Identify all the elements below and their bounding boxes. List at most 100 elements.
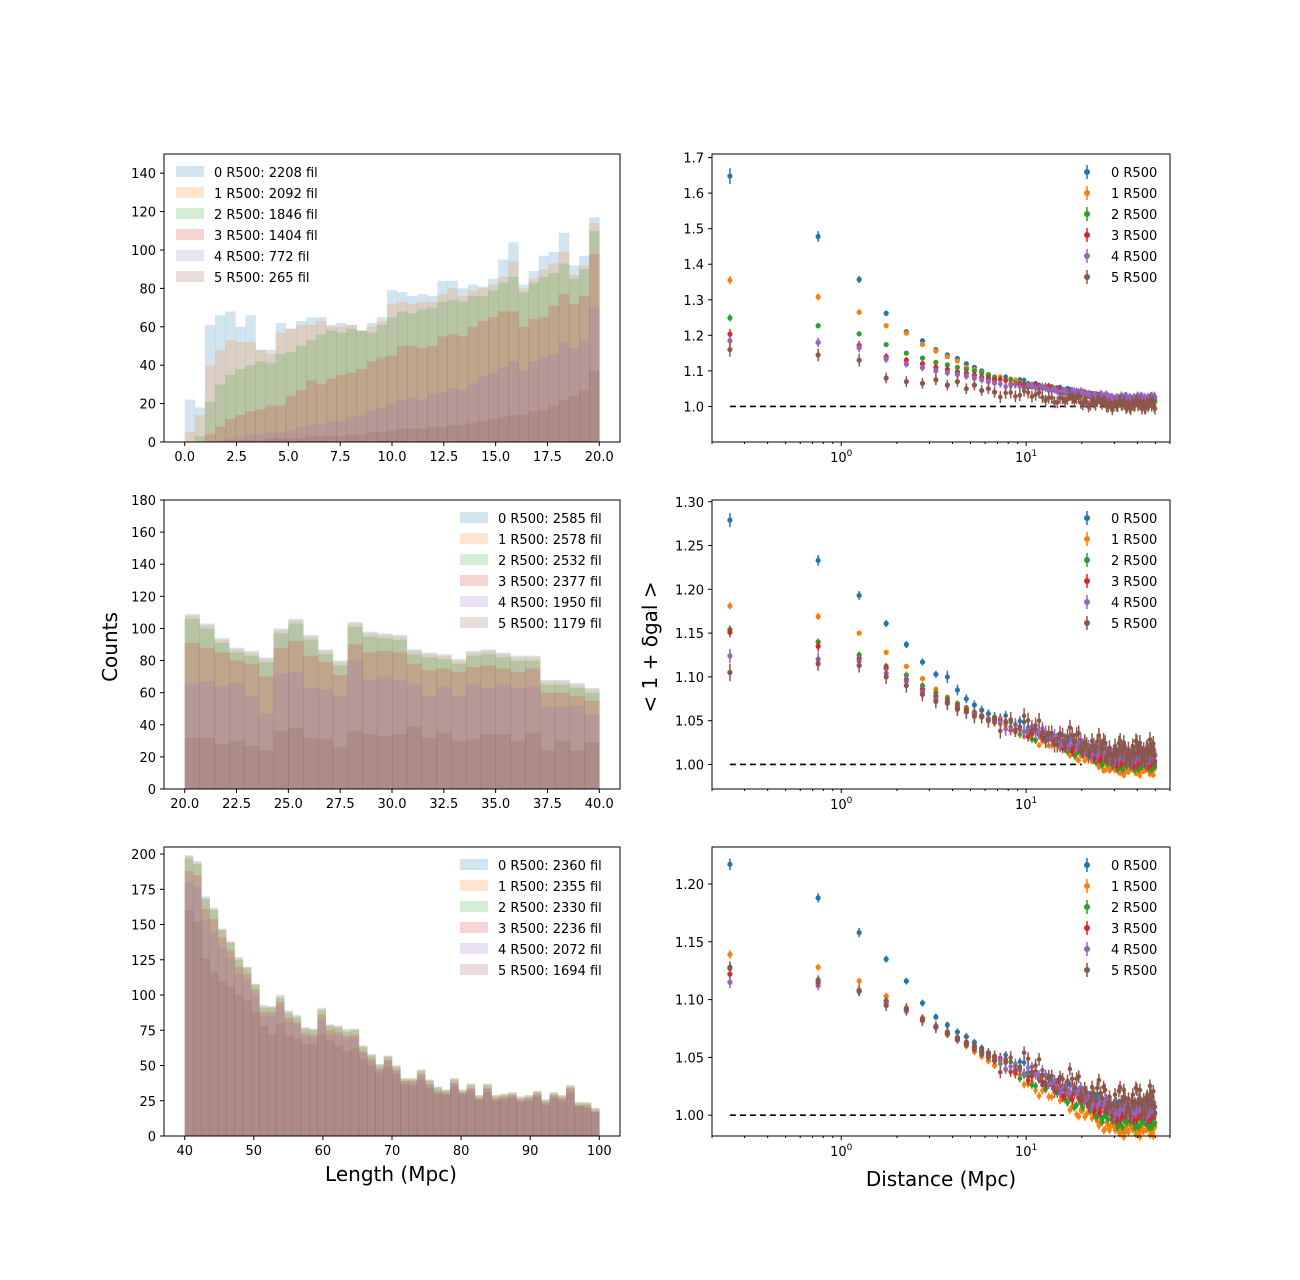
legend-label: 4 R500 <box>1111 596 1157 611</box>
hist-bar <box>366 411 378 442</box>
hist-bar <box>234 956 244 1136</box>
legend-label: 4 R500 <box>1111 250 1157 265</box>
hist-bar <box>184 684 200 789</box>
data-point <box>1040 1072 1045 1078</box>
hist-bar <box>325 1030 335 1136</box>
hist-bar <box>275 1006 285 1136</box>
legend-marker <box>1084 946 1090 952</box>
hist-bar <box>199 737 215 789</box>
hist-bar <box>300 1044 310 1136</box>
hist-bar <box>421 695 437 789</box>
hist-bar <box>356 330 368 442</box>
hist-bar <box>447 334 459 442</box>
x-tick-label: 100 <box>830 796 853 813</box>
hist-bar <box>350 1034 360 1136</box>
hist-bar <box>267 1007 277 1136</box>
hist-bar <box>525 655 541 789</box>
x-tick-label: 100 <box>830 449 853 466</box>
hist-bar <box>554 692 570 789</box>
data-point <box>1036 1057 1042 1062</box>
legend-label: 5 R500 <box>1111 964 1157 979</box>
hist-bar <box>450 1086 459 1136</box>
hist-bar <box>288 641 304 789</box>
hist-bar <box>466 1085 476 1136</box>
hist-bar <box>548 353 560 442</box>
hist-bar <box>317 1020 326 1136</box>
hist-bar <box>510 657 526 789</box>
hist-bar <box>383 1055 393 1136</box>
hist-bar <box>258 662 274 789</box>
data-point <box>727 629 733 635</box>
data-point <box>971 368 977 374</box>
hist-bar <box>538 357 550 442</box>
data-point <box>1152 1120 1158 1126</box>
hist-bar <box>392 1071 401 1136</box>
data-point <box>1029 736 1035 742</box>
hist-bar <box>234 995 244 1136</box>
data-point <box>883 356 889 362</box>
xlabel-length: Length (Mpc) <box>325 1162 457 1186</box>
hist-bar <box>480 649 496 789</box>
hist-bar <box>458 1089 467 1136</box>
hist-bar <box>193 886 202 1136</box>
data-point <box>903 1006 909 1012</box>
hist-bar <box>362 633 378 789</box>
hist-bar <box>285 395 297 442</box>
data-point <box>1021 729 1027 735</box>
hist-bar <box>436 668 452 789</box>
hist-bar <box>421 654 437 789</box>
hist-bar <box>316 424 327 442</box>
hist-bar <box>285 438 297 442</box>
hist-bar <box>499 1093 509 1136</box>
data-point <box>856 987 862 993</box>
hist-bar <box>541 1102 550 1136</box>
data-point <box>944 370 950 376</box>
hist-bar <box>336 332 347 442</box>
hist-bar <box>347 626 363 789</box>
data-point <box>1021 713 1027 719</box>
legend-label: 2 R500 <box>1111 554 1157 569</box>
hist-bar <box>306 317 317 442</box>
hist-bar <box>275 438 287 442</box>
hist-bar <box>292 1038 302 1136</box>
legend: 0 R500: 2208 fil 1 R500: 2092 fil 2 R500: … <box>176 166 318 286</box>
hist-bar <box>184 615 200 789</box>
hist-bar <box>508 415 519 442</box>
hist-bar <box>457 288 469 442</box>
hist-bar <box>376 432 388 442</box>
hist-bar <box>317 650 334 789</box>
hist-bar <box>288 620 304 789</box>
hist-bar <box>225 438 236 442</box>
data-point <box>944 354 950 360</box>
hist-bar <box>336 436 347 442</box>
hist-bar <box>217 928 227 1136</box>
data-point <box>727 669 733 676</box>
hist-bar <box>495 654 511 789</box>
data-point <box>1036 742 1042 748</box>
hist-bar <box>273 633 289 789</box>
hist-bar <box>346 434 357 442</box>
hist-bar <box>358 1051 368 1136</box>
hist-bar <box>226 949 235 1136</box>
hist-bar <box>367 1055 376 1136</box>
x-tick-label: 70 <box>384 1144 401 1159</box>
hist-bar <box>584 700 600 789</box>
data-point <box>1033 723 1038 728</box>
data-point <box>1069 1097 1075 1103</box>
legend-marker <box>1084 904 1090 910</box>
hist-bar <box>569 705 585 789</box>
data-point <box>1033 1083 1038 1089</box>
data-point <box>1136 766 1142 771</box>
hist-bar <box>392 636 408 789</box>
legend-marker <box>1084 169 1090 175</box>
hist-bar <box>392 1073 401 1136</box>
hist-bar <box>300 1035 310 1136</box>
hist-bar <box>417 309 428 442</box>
data-point <box>1060 733 1065 738</box>
data-point <box>1003 718 1008 724</box>
hist-bar <box>201 899 210 1136</box>
data-point <box>1017 1064 1023 1070</box>
legend-label: 3 R500: 2236 fil <box>498 922 602 937</box>
hist-bar <box>495 657 511 789</box>
y-tick-label: 1.30 <box>675 496 704 511</box>
